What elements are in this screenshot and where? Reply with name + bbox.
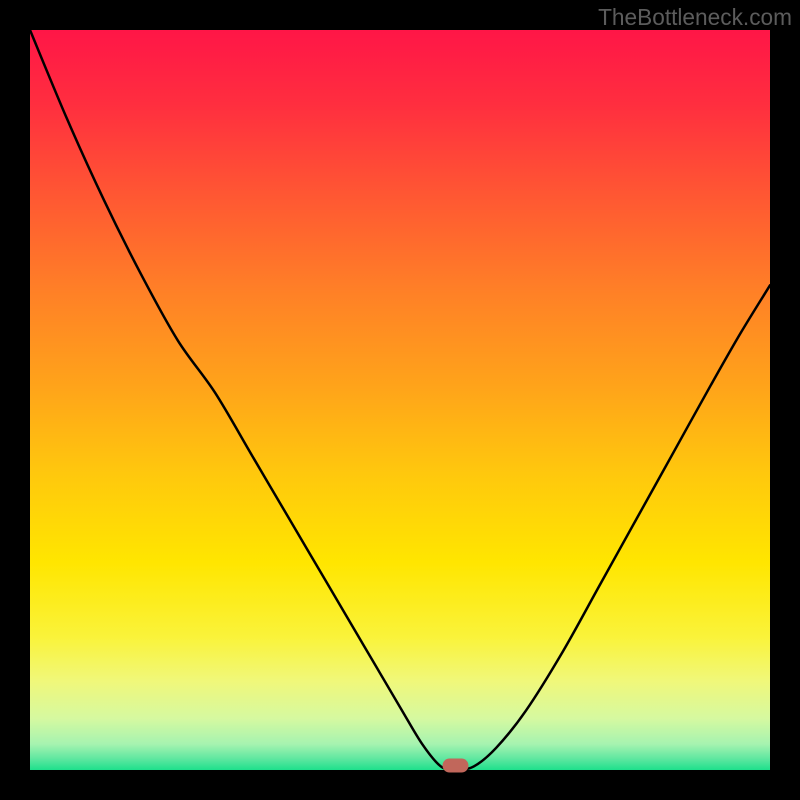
optimal-point-marker <box>443 759 469 773</box>
chart-canvas: TheBottleneck.com <box>0 0 800 800</box>
watermark-text: TheBottleneck.com <box>598 4 792 31</box>
plot-background <box>30 30 770 770</box>
bottleneck-chart <box>0 0 800 800</box>
